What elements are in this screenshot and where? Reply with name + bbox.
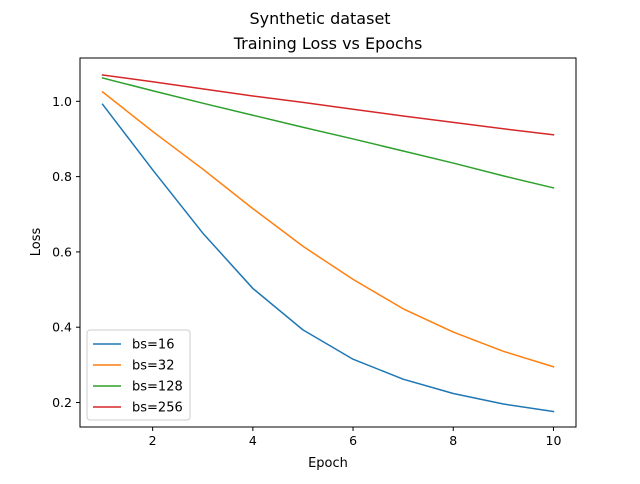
- chart-suptitle: Synthetic dataset: [249, 9, 390, 28]
- y-axis-ticks: 0.2 0.4 0.6 0.8 1.0: [52, 94, 80, 410]
- x-tick-label: 8: [449, 433, 457, 448]
- legend-label: bs=128: [132, 380, 183, 395]
- legend-label: bs=16: [132, 338, 174, 353]
- x-tick-label: 2: [149, 433, 157, 448]
- y-tick-label: 0.8: [52, 169, 72, 184]
- x-axis-label: Epoch: [308, 456, 348, 471]
- plot-lines: [101, 74, 555, 413]
- x-axis-ticks: 2 4 6 8 10: [149, 427, 562, 448]
- y-tick-label: 0.2: [52, 395, 72, 410]
- series-line-bs-32: [101, 90, 555, 368]
- y-tick-label: 0.6: [52, 244, 72, 259]
- series-line-bs-16: [101, 103, 555, 413]
- series-line-bs-128: [101, 77, 555, 189]
- x-tick-label: 6: [349, 433, 357, 448]
- plot-area-frame: [79, 57, 577, 428]
- x-tick-label: 4: [249, 433, 257, 448]
- x-tick-label: 10: [546, 433, 562, 448]
- y-axis-label: Loss: [29, 228, 44, 257]
- y-tick-label: 1.0: [52, 94, 72, 109]
- chart-title: Training Loss vs Epochs: [233, 34, 423, 53]
- legend-label: bs=256: [132, 401, 183, 416]
- series-line-bs-256: [101, 74, 555, 136]
- legend: bs=16 bs=32 bs=128 bs=256: [86, 329, 191, 421]
- legend-label: bs=32: [132, 359, 174, 374]
- legend-box: [86, 329, 191, 421]
- y-tick-label: 0.4: [52, 320, 72, 335]
